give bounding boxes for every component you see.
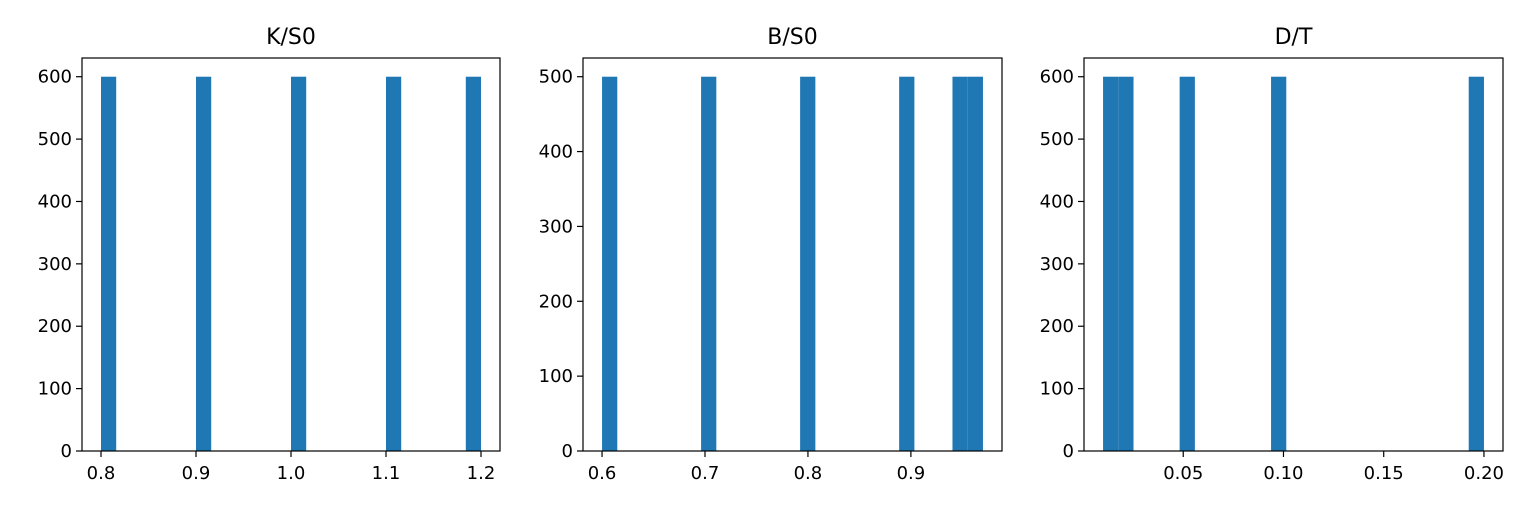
y-tick-label: 400	[38, 191, 72, 212]
plot-frame	[582, 57, 1003, 452]
x-tick-label: 0.6	[588, 463, 617, 484]
panel-title: B/S0	[767, 25, 817, 50]
x-tick-label: 0.8	[794, 463, 823, 484]
y-tick-label: 500	[38, 129, 72, 150]
panel-title: D/T	[1275, 25, 1313, 50]
panel-title: K/S0	[266, 25, 316, 50]
histogram-bar	[386, 76, 402, 452]
y-tick-label: 0	[562, 441, 573, 462]
x-tick-label: 1.1	[372, 463, 401, 484]
x-tick-label: 0.8	[87, 463, 116, 484]
y-tick-label: 0	[1063, 441, 1074, 462]
y-tick-label: 500	[539, 67, 573, 88]
y-tick-label: 300	[1040, 254, 1074, 275]
histogram-bar	[465, 76, 481, 452]
histogram-bar	[1468, 76, 1484, 452]
panel-3: 0 100 200 300 400 500 600 0.05 0.10 0.15 0.20 D/T	[1040, 25, 1504, 484]
x-tick-label: 1.2	[467, 463, 496, 484]
x-tick-label: 0.15	[1364, 463, 1404, 484]
histogram-bar	[1118, 76, 1134, 452]
y-tick-label: 200	[539, 291, 573, 312]
x-tick-label: 0.20	[1464, 463, 1504, 484]
panel-2: 0 100 200 300 400 500 0.6 0.7 0.8 0.9 B/S0	[539, 25, 1003, 484]
histogram-bar	[101, 76, 117, 452]
histogram-bar	[1179, 76, 1195, 452]
y-tick-label: 500	[1040, 129, 1074, 150]
y-tick-label: 400	[1040, 191, 1074, 212]
x-tick-label: 0.10	[1263, 463, 1303, 484]
y-tick-label: 0	[61, 441, 72, 462]
panel-1: 0 100 200 300 400 500 600 0.8 0.9 1.0 1.1 1.2 K/S0	[38, 25, 501, 484]
histogram-bar	[800, 76, 816, 452]
histogram-bar	[602, 76, 618, 452]
x-tick-label: 0.7	[691, 463, 720, 484]
y-tick-label: 100	[1040, 379, 1074, 400]
x-tick-label: 0.9	[182, 463, 211, 484]
y-tick-label: 200	[38, 316, 72, 337]
histogram-bar	[196, 76, 212, 452]
y-tick-label: 400	[539, 142, 573, 163]
histogram-bar	[1271, 76, 1287, 452]
histogram-bar	[1103, 76, 1119, 452]
plot-frame	[1083, 57, 1504, 452]
histogram-bar	[291, 76, 307, 452]
x-tick-label: 0.9	[897, 463, 926, 484]
y-tick-label: 600	[38, 67, 72, 88]
y-tick-label: 300	[38, 254, 72, 275]
y-tick-label: 200	[1040, 316, 1074, 337]
x-tick-label: 1.0	[277, 463, 306, 484]
y-tick-label: 600	[1040, 67, 1074, 88]
histogram-bar	[952, 76, 968, 452]
histogram-bar	[967, 76, 983, 452]
y-tick-label: 100	[539, 366, 573, 387]
histogram-bar	[899, 76, 915, 452]
y-tick-label: 300	[539, 216, 573, 237]
y-tick-label: 100	[38, 379, 72, 400]
histogram-bar	[701, 76, 717, 452]
x-tick-label: 0.05	[1163, 463, 1203, 484]
